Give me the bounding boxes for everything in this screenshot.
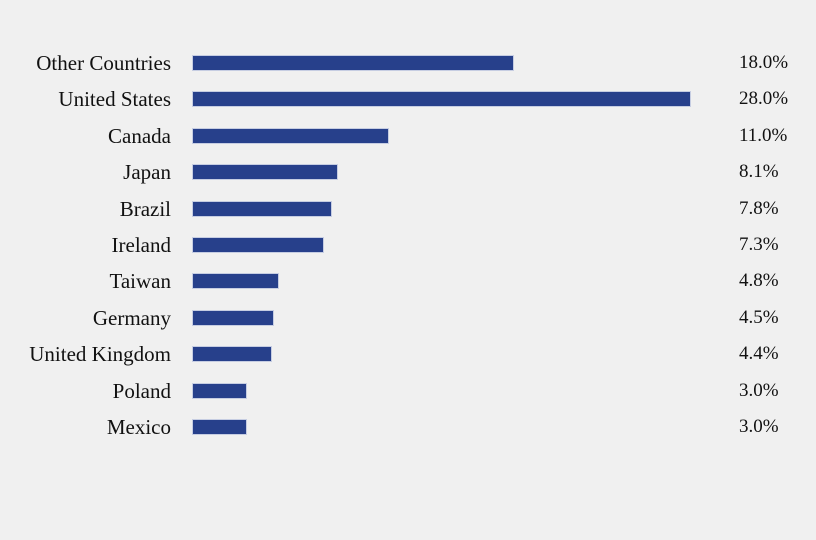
value-label: 7.8% [739,197,779,219]
bar-row: Ireland 7.3% [0,227,816,263]
value-label: 4.8% [739,270,779,292]
bar [193,383,247,398]
bar [193,310,273,325]
value-label: 7.3% [739,234,779,255]
bar-row: Brazil 7.8% [0,191,816,227]
bar [193,128,389,143]
value-label: 3.0% [739,379,779,401]
value-label: 18.0% [739,52,789,73]
bar-row: Mexico 3.0% [0,409,816,445]
category-label: Taiwan [109,269,171,294]
bar-row: United Kingdom 4.4% [0,336,816,372]
bar [193,165,337,180]
bar-row: Japan 8.1% [0,154,816,190]
bar-row: Poland 3.0% [0,373,816,409]
value-label: 4.4% [739,343,779,365]
bar [193,56,513,70]
value-label: 4.5% [739,306,779,328]
bar-row: Germany 4.5% [0,300,816,336]
bar [193,238,323,252]
bar [193,201,332,216]
category-label: Canada [108,123,171,148]
value-label: 8.1% [739,161,779,183]
category-label: United States [58,87,171,112]
category-label: Poland [112,378,171,403]
bar-row: Other Countries 18.0% [0,45,816,81]
bar [193,274,279,289]
bar [193,420,247,434]
value-label: 28.0% [739,88,789,110]
bar-row: United States 28.0% [0,81,816,117]
bar [193,92,690,107]
category-label: Germany [92,305,171,330]
category-label: United Kingdom [29,342,171,367]
category-label: Mexico [106,415,171,439]
category-label: Other Countries [36,51,171,75]
bar-row: Canada 11.0% [0,118,816,154]
value-label: 11.0% [739,124,788,146]
bar-row: Taiwan 4.8% [0,263,816,299]
category-label: Ireland [111,233,171,257]
bar [193,347,272,362]
category-label: Brazil [119,196,171,221]
value-label: 3.0% [739,416,779,437]
category-label: Japan [123,160,171,185]
